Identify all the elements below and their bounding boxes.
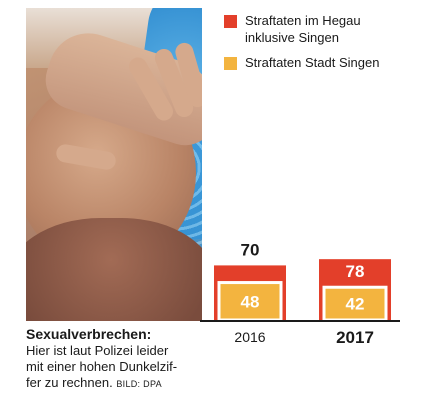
- legend-label-singen: Straftaten Stadt Singen: [245, 55, 380, 70]
- photo-credit: BILD: DPA: [116, 379, 162, 389]
- legend-swatch-singen: [224, 57, 237, 70]
- data-label-singen-2016: 48: [241, 292, 260, 311]
- caption-line: fer zu rechnen. BILD: DPA: [26, 375, 162, 390]
- legend-label-hegau: Straftaten im Hegau inklusive Singen: [245, 13, 361, 45]
- caption-title: Sexualverbrechen:: [26, 326, 152, 342]
- caption-body: Hier ist laut Polizei leider mit einer h…: [26, 343, 226, 392]
- data-label-hegau-2017: 78: [346, 262, 365, 281]
- data-label-singen-2017: 42: [346, 295, 365, 314]
- x-tick-label-2017: 2017: [336, 328, 374, 347]
- caption-line: mit einer hohen Dunkelzif-: [26, 359, 178, 374]
- x-tick-label-2016: 2016: [234, 329, 265, 345]
- bar-singen-2016: [217, 281, 283, 322]
- data-label-hegau-2016: 70: [241, 240, 260, 259]
- photo-caption: Sexualverbrechen: Hier ist laut Polizei …: [26, 326, 226, 392]
- caption-line: Hier ist laut Polizei leider: [26, 343, 169, 358]
- legend-swatch-hegau: [224, 15, 237, 28]
- photo-sexual-assault-illustration: [26, 8, 202, 321]
- bar-singen-2017: [322, 285, 388, 322]
- photo-leg: [26, 218, 202, 321]
